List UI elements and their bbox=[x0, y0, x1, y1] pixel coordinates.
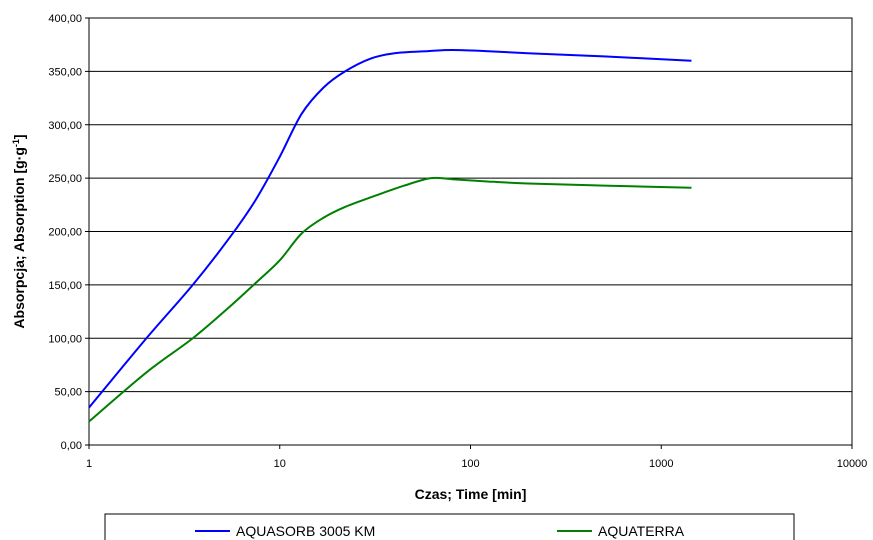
grid-lines bbox=[89, 70, 852, 393]
x-tick-label: 10000 bbox=[837, 458, 868, 470]
legend-box bbox=[104, 513, 795, 540]
y-tick-label: 300,00 bbox=[48, 120, 82, 132]
x-tick-label: 10 bbox=[274, 458, 286, 470]
y-tick-label: 150,00 bbox=[48, 280, 82, 292]
x-axis-title: Czas; Time [min] bbox=[415, 486, 527, 502]
series-line-aquaterra bbox=[88, 176, 692, 423]
x-tick-label: 1 bbox=[86, 458, 92, 470]
y-tick-label: 350,00 bbox=[48, 66, 82, 78]
x-axis: 1 10 100 1000 10000 bbox=[86, 445, 867, 470]
series-lines bbox=[88, 49, 692, 423]
y-tick-label: 200,00 bbox=[48, 227, 82, 239]
y-tick-label: 250,00 bbox=[48, 173, 82, 185]
y-tick-label: 100,00 bbox=[48, 333, 82, 345]
y-axis-title-end: ] bbox=[11, 134, 27, 139]
y-axis-title: Absorpcja; Absorption [g·g-1] bbox=[11, 134, 27, 328]
legend: AQUASORB 3005 KM AQUATERRA bbox=[104, 513, 795, 540]
y-axis-title-main: Absorpcja; Absorption [g·g bbox=[11, 147, 27, 328]
y-axis: 0,00 50,00 100,00 150,00 200,00 250,00 300,00 3… bbox=[48, 13, 89, 452]
y-tick-label: 50,00 bbox=[54, 387, 82, 399]
legend-label-aquaterra: AQUATERRA bbox=[598, 523, 685, 539]
y-axis-title-superscript: -1 bbox=[11, 139, 21, 147]
x-tick-label: 1000 bbox=[649, 458, 673, 470]
series-line-aquasorb bbox=[88, 49, 692, 409]
legend-label-aquasorb: AQUASORB 3005 KM bbox=[236, 523, 375, 539]
y-tick-label: 400,00 bbox=[48, 13, 82, 25]
y-tick-label: 0,00 bbox=[61, 440, 82, 452]
x-tick-label: 100 bbox=[461, 458, 479, 470]
